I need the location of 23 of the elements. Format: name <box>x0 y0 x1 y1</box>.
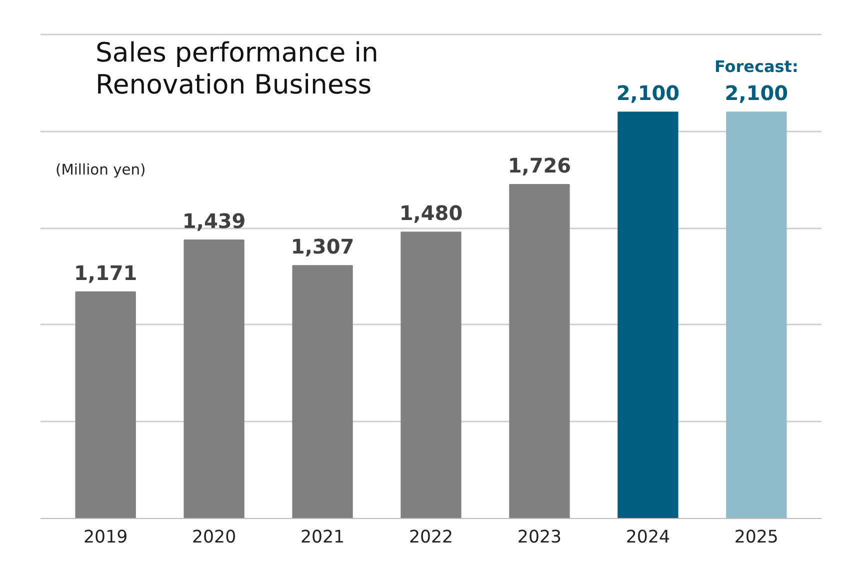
bar <box>726 112 787 518</box>
bar <box>400 232 462 518</box>
data-label: 1,307 <box>290 234 354 259</box>
data-label: 2,100 <box>616 81 680 106</box>
data-label: 1,726 <box>508 154 572 178</box>
data-label: 1,439 <box>182 209 246 234</box>
bar <box>292 265 353 518</box>
x-tick-label: 2020 <box>192 528 236 548</box>
bar <box>618 112 678 518</box>
x-tick-label: 2021 <box>300 528 345 548</box>
x-tick-label: 2023 <box>517 528 562 548</box>
x-tick-label: 2022 <box>408 528 454 548</box>
y-axis-title: (Million yen) <box>56 162 146 178</box>
x-tick-label: 2019 <box>84 528 128 548</box>
bar <box>509 184 570 518</box>
chart-title: Sales performance in Renovation Business <box>96 38 378 100</box>
x-tick-label: 2024 <box>626 528 670 548</box>
x-tick-label: 2025 <box>734 528 778 548</box>
data-label: 1,171 <box>74 260 138 285</box>
data-label: 1,480 <box>399 201 463 226</box>
data-label: Forecast: 2,100 <box>714 57 798 106</box>
bar <box>75 291 136 518</box>
bar <box>184 240 244 518</box>
